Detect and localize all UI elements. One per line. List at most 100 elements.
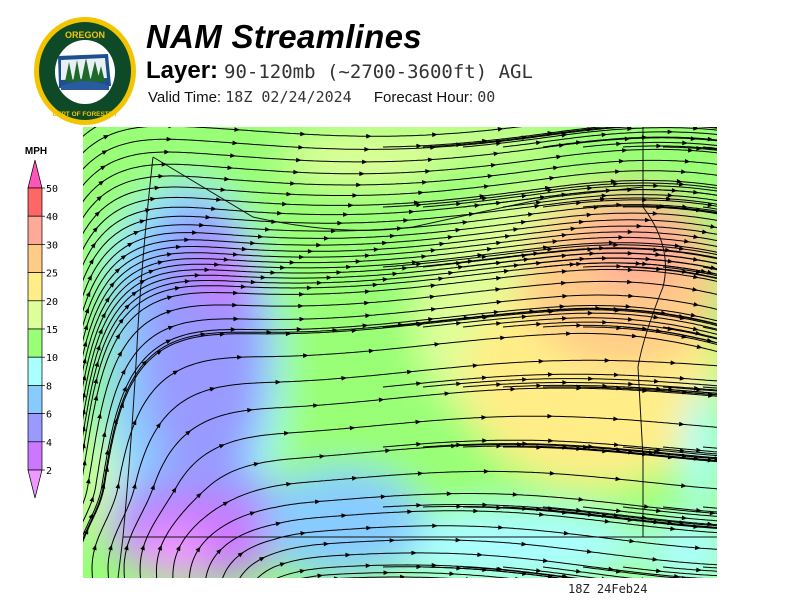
flow-arrow (696, 344, 703, 349)
flow-arrow (271, 219, 277, 225)
flow-arrow (679, 181, 685, 187)
flow-arrow (355, 259, 362, 264)
flow-arrow (503, 268, 510, 274)
flow-arrow (447, 235, 454, 240)
flow-arrow (222, 501, 229, 507)
flow-arrow (427, 157, 434, 163)
flow-arrow (604, 358, 611, 363)
flow-arrow (681, 483, 687, 488)
colorbar-bin (27, 272, 43, 302)
flow-arrow (83, 357, 87, 364)
flow-arrow (362, 159, 368, 165)
flow-arrow (421, 254, 428, 259)
flow-arrow (562, 293, 568, 299)
flow-arrow (681, 515, 688, 521)
flow-arrow (536, 383, 542, 389)
colorbar-label: 4 (46, 438, 52, 449)
flow-arrow (627, 251, 634, 256)
flow-arrow (561, 253, 568, 259)
streamline (83, 148, 717, 203)
flow-arrow (109, 281, 115, 288)
flow-arrow (416, 381, 422, 387)
flow-arrow (587, 310, 594, 316)
flow-arrow (575, 568, 582, 574)
flow-arrow (496, 240, 502, 246)
flow-arrow (616, 263, 622, 269)
flow-arrow (456, 381, 462, 387)
flow-arrow (104, 296, 110, 303)
flow-arrow (615, 568, 622, 574)
flow-arrow (561, 233, 568, 238)
flow-arrow (536, 445, 542, 450)
flow-arrow (332, 328, 339, 333)
flow-arrow (693, 127, 699, 131)
flow-arrow (83, 425, 86, 432)
flow-arrow (477, 552, 483, 558)
flow-arrow (223, 257, 230, 262)
flow-arrow (542, 245, 549, 251)
streamline (83, 212, 717, 313)
streamline (382, 182, 717, 208)
flow-arrow (352, 193, 358, 198)
flow-arrow (496, 321, 502, 326)
flow-arrow (237, 552, 244, 558)
flow-arrow (117, 350, 123, 357)
flow-arrow (368, 348, 375, 354)
flow-arrow (218, 444, 225, 449)
streamline (83, 137, 717, 187)
flow-arrow (656, 508, 662, 514)
flow-arrow (576, 323, 582, 328)
flow-arrow (227, 165, 234, 170)
flow-arrow (408, 209, 415, 215)
streamline (583, 326, 717, 345)
flow-arrow (83, 340, 88, 347)
flow-arrow (644, 217, 651, 223)
flow-arrow (496, 567, 502, 572)
flow-arrow (504, 234, 511, 239)
flow-arrow (346, 264, 352, 270)
flow-arrow (298, 254, 305, 260)
flow-arrow (535, 200, 542, 206)
flow-arrow (199, 222, 205, 228)
flow-arrow (610, 179, 617, 184)
flow-arrow (115, 333, 121, 340)
flow-arrow (83, 408, 86, 415)
flow-arrow (296, 327, 303, 332)
flow-arrow (372, 282, 379, 288)
flow-arrow (613, 242, 619, 248)
flow-arrow (83, 374, 87, 381)
flow-arrow (521, 314, 528, 320)
flow-arrow (415, 419, 422, 425)
flow-arrow (693, 234, 700, 239)
border-washington-oregon (152, 156, 644, 231)
flow-arrow (622, 148, 628, 153)
flow-arrow (382, 277, 389, 282)
flow-arrow (259, 557, 266, 562)
flow-arrow (336, 270, 343, 275)
colorbar-label: 20 (46, 297, 58, 308)
flow-arrow (139, 279, 146, 285)
flow-arrow (710, 224, 717, 229)
flow-arrow (155, 422, 161, 429)
streamline (83, 219, 717, 327)
flow-arrow (602, 319, 608, 325)
flow-arrow (87, 274, 92, 281)
flow-arrow (576, 200, 582, 206)
flow-arrow (133, 230, 140, 236)
flow-arrow (120, 368, 126, 375)
flow-arrow (264, 227, 271, 232)
flow-arrow (490, 163, 497, 168)
flow-arrow (103, 135, 110, 140)
flow-arrow (456, 442, 462, 448)
streamline (83, 127, 523, 154)
flow-arrow (323, 236, 330, 241)
flow-arrow (293, 169, 299, 175)
wind-speed-colorbar: MPH 50 40 30 25 20 15 10 8 6 4 2 (25, 146, 58, 499)
flow-arrow (249, 511, 256, 516)
flow-arrow (185, 430, 192, 436)
streamline (662, 506, 717, 513)
streamline (276, 564, 579, 578)
flow-arrow (556, 154, 562, 160)
flow-arrow (667, 258, 674, 264)
flow-arrow (482, 502, 488, 508)
